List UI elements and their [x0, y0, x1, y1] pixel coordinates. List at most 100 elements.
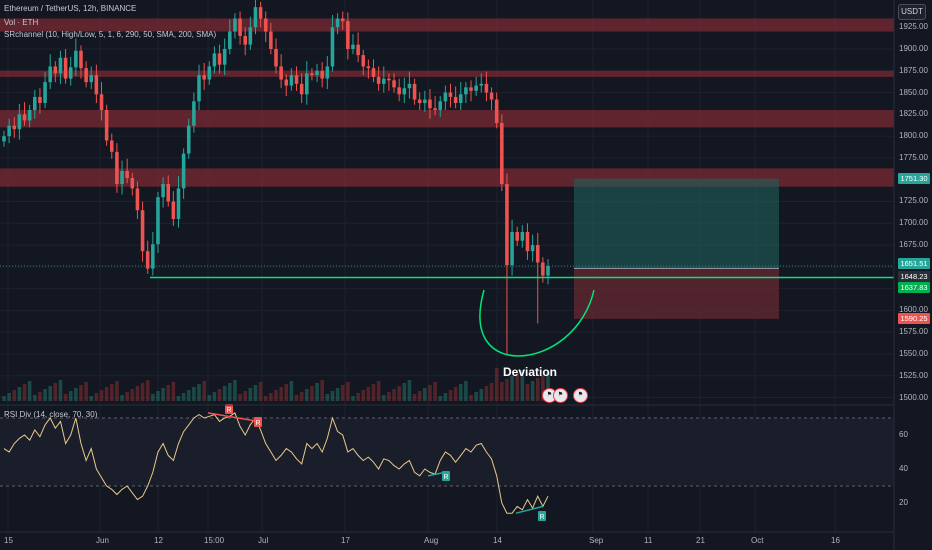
price-tick-label: 1875.00 — [899, 65, 928, 75]
candle-body — [371, 68, 376, 77]
volume-bar — [135, 386, 140, 401]
entry-price-tag: 1648.23 — [898, 271, 930, 282]
rsi-pane: R R R R — [0, 404, 894, 521]
volume-bar — [79, 385, 83, 401]
volume-bar — [546, 372, 550, 401]
candle-body — [207, 66, 212, 80]
volume-bar — [346, 382, 350, 401]
candle-body — [7, 125, 11, 137]
candle-body — [217, 53, 222, 65]
time-tick-label: Oct — [751, 536, 764, 545]
event-icon[interactable]: ⚑ — [553, 388, 568, 403]
candle-body — [186, 125, 191, 154]
volume-bar — [500, 382, 504, 401]
svg-text:R: R — [443, 474, 448, 481]
volume-bar — [63, 394, 68, 401]
volume-bar — [366, 387, 371, 401]
time-tick-label: 16 — [831, 536, 840, 545]
volume-bar — [387, 392, 391, 401]
bullish-divergence — [515, 505, 544, 514]
resistance-zone — [0, 18, 894, 32]
candle-body — [79, 50, 83, 69]
volume-bar — [48, 386, 52, 401]
volume-bar — [535, 378, 540, 401]
price-tick-label: 1725.00 — [899, 196, 928, 206]
stop-price-tag: 1590.25 — [898, 313, 930, 324]
candle-body — [315, 70, 319, 76]
candle-body — [500, 123, 504, 185]
volume-bar — [99, 390, 104, 401]
candle-body — [407, 83, 412, 89]
candle-body — [417, 99, 422, 104]
volume-bar — [443, 393, 448, 401]
candle-body — [433, 108, 437, 110]
volume-bar — [233, 380, 237, 401]
candle-body — [115, 151, 119, 185]
volume-bar — [125, 392, 129, 401]
candle-body — [310, 73, 314, 76]
volume-bar — [222, 386, 227, 401]
volume-bar — [53, 383, 58, 401]
long-position-tool[interactable] — [574, 178, 779, 319]
time-tick-label: Jul — [258, 536, 269, 545]
volume-bar — [74, 388, 78, 401]
candle-body — [305, 73, 309, 95]
candle-body — [2, 136, 6, 142]
volume-bar — [27, 381, 32, 401]
svg-text:R: R — [226, 407, 231, 414]
candle-body — [366, 66, 371, 69]
candle-body — [438, 101, 443, 110]
symbol-title[interactable]: Ethereum / TetherUS, 12h, BINANCE — [4, 4, 137, 13]
volume-bar — [412, 394, 417, 401]
price-tick-label: 1575.00 — [899, 327, 928, 337]
candle-body — [74, 50, 78, 68]
price-tick-label: 1550.00 — [899, 348, 928, 358]
candle-body — [474, 85, 478, 91]
rsi-legend[interactable]: RSI Div (14, close, 70, 30) — [4, 410, 98, 419]
volume-bar — [269, 393, 273, 401]
price-tick-label: 1775.00 — [899, 152, 928, 162]
candle-body — [212, 53, 217, 67]
candle-body — [279, 66, 283, 80]
candle-body — [233, 18, 237, 32]
deviation-label: Deviation — [503, 365, 558, 379]
candle-body — [43, 82, 47, 104]
volume-legend[interactable]: Vol · ETH — [4, 18, 39, 27]
candle-body — [99, 94, 104, 110]
candlesticks — [2, 0, 550, 354]
candle-body — [12, 125, 17, 130]
event-icon[interactable]: ⚑ — [573, 388, 588, 403]
candle-body — [197, 75, 201, 102]
candle-body — [104, 109, 109, 141]
volume-bar — [104, 387, 109, 401]
candle-body — [135, 188, 140, 211]
candle-body — [448, 92, 453, 97]
volume-bar — [305, 389, 309, 401]
rsi-tick-label: 60 — [899, 430, 908, 439]
srchannel-legend[interactable]: SRchannel (10, High/Low, 5, 1, 6, 290, 5… — [4, 30, 217, 39]
volume-bar — [243, 391, 247, 401]
rsi-line — [3, 412, 549, 514]
volume-bar — [263, 396, 268, 401]
support-line[interactable] — [0, 265, 894, 357]
volume-bar — [22, 384, 27, 401]
volume-bar — [130, 389, 135, 401]
price-tick-label: 1500.00 — [899, 392, 928, 402]
volume-bar — [43, 389, 47, 401]
time-tick-label: 17 — [341, 536, 350, 545]
volume-bar — [330, 391, 335, 401]
target-zone — [574, 178, 779, 269]
candle-body — [120, 170, 124, 185]
candle-body — [510, 231, 514, 266]
candle-body — [125, 170, 129, 178]
candle-body — [151, 244, 155, 269]
candle-body — [515, 231, 519, 241]
currency-selector[interactable]: USDT — [898, 4, 926, 20]
volume-bar — [171, 382, 176, 401]
volume-bar — [89, 396, 94, 401]
candle-body — [546, 265, 550, 276]
candle-body — [58, 57, 63, 74]
volume-bar — [325, 394, 330, 401]
candle-body — [269, 31, 273, 49]
